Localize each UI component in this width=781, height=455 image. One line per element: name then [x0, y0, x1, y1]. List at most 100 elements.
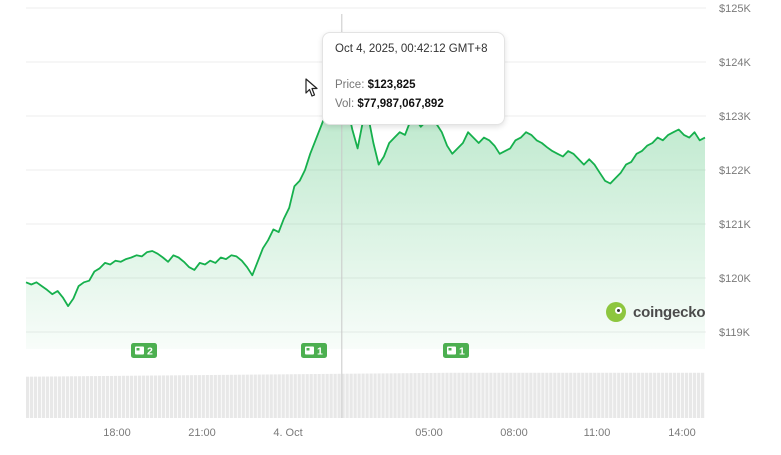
volume-bar	[573, 372, 577, 418]
volume-bar	[429, 372, 433, 418]
volume-bar	[633, 372, 637, 418]
volume-bar	[189, 375, 193, 418]
event-marker[interactable]: 1	[301, 343, 327, 358]
volume-bar	[85, 376, 90, 418]
volume-bar	[269, 374, 273, 418]
volume-bar	[381, 373, 385, 418]
volume-bar	[517, 372, 521, 418]
volume-bar	[325, 373, 329, 418]
volume-bar	[613, 372, 617, 418]
tooltip-volume-label: Vol:	[335, 98, 355, 110]
volume-bar	[509, 372, 513, 418]
volume-bar	[401, 373, 405, 418]
volume-bar	[197, 375, 201, 418]
volume-bar	[673, 372, 677, 418]
volume-bar	[605, 372, 609, 418]
volume-bar	[26, 376, 30, 418]
volume-bar	[305, 374, 309, 418]
volume-bar	[685, 372, 689, 418]
volume-bar	[465, 372, 469, 418]
volume-bar	[129, 375, 134, 418]
volume-bar	[33, 376, 38, 418]
event-marker[interactable]: 1	[443, 343, 469, 358]
volume-bar	[501, 372, 505, 418]
volume-bar	[481, 372, 485, 418]
volume-bar	[561, 372, 565, 418]
volume-bar	[45, 376, 50, 418]
volume-bar	[609, 372, 613, 418]
volume-bar	[421, 373, 425, 418]
volume-bar	[393, 373, 397, 418]
volume-bar	[593, 372, 597, 418]
volume-bar	[497, 372, 501, 418]
volume-bar	[689, 372, 693, 418]
volume-bar	[389, 373, 393, 418]
volume-bar	[29, 376, 34, 418]
volume-bar	[117, 375, 122, 418]
event-markers: 2 1 1	[131, 343, 469, 358]
volume-bar	[97, 376, 102, 418]
volume-bar	[105, 375, 110, 418]
tooltip-price-value: $123,825	[367, 78, 416, 91]
volume-bar	[257, 374, 261, 418]
volume-bar	[49, 376, 54, 418]
x-tick-label: 18:00	[103, 427, 131, 439]
y-tick-label: $120K	[719, 273, 751, 285]
volume-bar	[493, 372, 497, 418]
volume-bar	[353, 373, 357, 418]
x-tick-label: 08:00	[500, 427, 528, 439]
volume-bar	[445, 372, 449, 418]
volume-bar	[209, 374, 213, 418]
tooltip-price-row: Price: $123,825	[335, 78, 492, 92]
volume-bar	[349, 373, 353, 418]
tooltip-volume-value: $77,987,067,892	[357, 98, 444, 110]
volume-bar	[165, 375, 169, 418]
volume-bar	[77, 376, 82, 418]
event-marker-count: 1	[459, 346, 465, 358]
volume-bar	[253, 374, 257, 418]
volume-bar	[141, 375, 146, 418]
volume-bar	[157, 375, 161, 418]
volume-bar	[657, 372, 661, 418]
volume-bar	[461, 372, 465, 418]
volume-bar	[213, 374, 217, 418]
coingecko-logo[interactable]: coingecko	[606, 301, 706, 323]
volume-bar	[313, 374, 317, 418]
volume-bar	[341, 373, 345, 418]
volume-bar	[653, 372, 657, 418]
volume-bar	[521, 372, 525, 418]
mouse-pointer-icon	[305, 78, 318, 97]
volume-bar	[37, 376, 42, 418]
news-icon-photo	[448, 348, 452, 351]
event-marker[interactable]: 2	[131, 343, 157, 358]
volume-bar	[625, 372, 629, 418]
volume-bar	[433, 372, 437, 418]
volume-bar	[89, 376, 94, 418]
news-icon-photo	[306, 348, 310, 351]
volume-bar	[301, 374, 305, 418]
y-tick-label: $125K	[719, 3, 751, 15]
volume-bar	[649, 372, 653, 418]
volume-bar	[281, 374, 285, 418]
volume-bar	[161, 375, 165, 418]
volume-bar	[73, 376, 78, 418]
volume-bar	[669, 372, 673, 418]
volume-bar	[233, 374, 237, 418]
volume-bar	[261, 374, 265, 418]
volume-bar	[229, 374, 233, 418]
volume-bar	[173, 375, 177, 418]
volume-bar	[61, 376, 66, 418]
volume-bar	[541, 372, 545, 418]
y-tick-label: $119K	[719, 327, 751, 339]
volume-bar	[553, 372, 557, 418]
volume-bar	[69, 376, 74, 418]
volume-bar	[297, 374, 301, 418]
y-tick-label: $121K	[719, 219, 751, 231]
volume-bar	[597, 372, 601, 418]
volume-bar	[545, 372, 549, 418]
volume-bar	[365, 373, 369, 418]
y-tick-label: $124K	[719, 57, 751, 69]
volume-bars	[26, 372, 705, 418]
